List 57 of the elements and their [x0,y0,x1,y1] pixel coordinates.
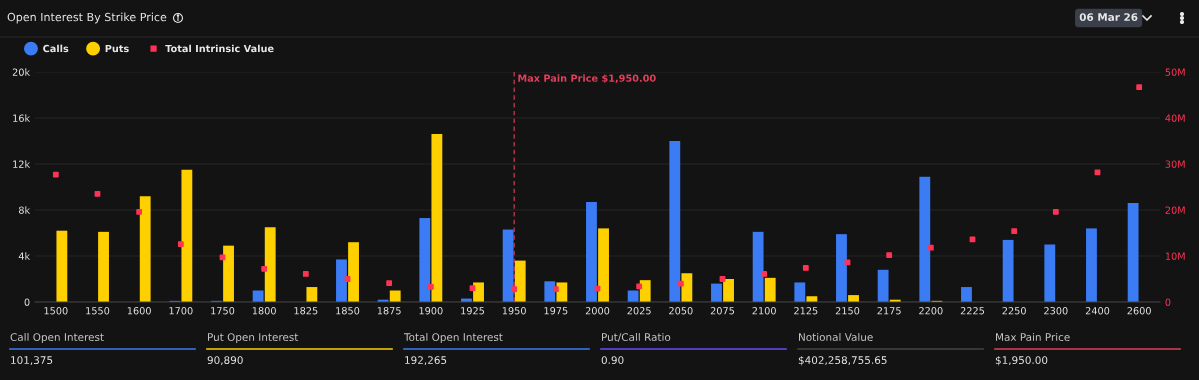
text: 0.90 [601,356,624,365]
x-tick-label: 1925 [461,307,485,315]
text: $1,950.00 [995,355,1048,366]
y2-tick-label: 30M [1165,160,1185,168]
x-tick-label: 2600 [1127,307,1151,315]
text: $402,258,755.65 [798,355,887,366]
x-tick-label: 1500 [44,307,68,315]
x-tick-label: 1750 [211,307,235,315]
y2-tick-label: 40M [1165,114,1185,122]
y2-tick-label: 10M [1165,252,1185,260]
text: 192,265 [405,356,447,366]
text: 90,890 [207,356,243,366]
x-tick-label: 2400 [1085,307,1110,315]
text: 06 Mar 26 [1079,13,1138,22]
x-tick-label: 2150 [835,307,860,315]
y2-tick-label: 0 [1165,298,1171,306]
x-tick-label: 2100 [752,307,776,315]
x-tick-label: 1550 [86,307,110,315]
x-tick-label: 2075 [710,307,735,315]
y-tick-label: 12k [13,160,31,168]
x-tick-label: 1825 [294,307,318,315]
x-tick-label: 1975 [544,307,568,315]
text: Max Pain Price [996,332,1070,342]
x-tick-label: 1900 [419,307,443,315]
x-tick-label: 2000 [585,307,610,315]
y-tick-label: 8k [18,206,31,214]
x-tick-label: 2225 [960,307,985,315]
text: Total Open Interest [403,332,503,344]
x-tick-label: 1950 [502,307,526,315]
y-tick-label: 16k [13,114,31,122]
x-tick-label: 1850 [336,307,360,315]
x-tick-label: 2125 [794,307,818,315]
x-tick-label: 1875 [377,307,401,315]
x-tick-label: 1800 [252,307,276,315]
x-tick-label: 1600 [127,307,151,315]
text: Call Open Interest [10,332,104,344]
x-tick-label: 2175 [877,307,901,315]
legend-label: Calls [43,44,69,53]
x-tick-label: 2200 [919,307,943,315]
x-tick-label: 2025 [627,307,651,315]
text: Put Open Interest [208,333,299,344]
legend-label: Puts [105,44,129,53]
x-tick-label: 2300 [1044,307,1068,315]
y-tick-label: 0 [24,298,30,306]
x-tick-label: 2250 [1002,307,1026,315]
y-tick-label: 20k [12,68,31,76]
text: Put/Call Ratio [602,332,671,342]
y-tick-label: 4k [18,252,31,260]
ref-line-label: Max Pain Price $1,950.00 [518,74,656,84]
x-tick-label: 2050 [669,307,693,315]
text: 101,375 [11,356,53,366]
text: Notional Value [799,332,873,342]
legend-label: Total Intrinsic Value [165,44,274,53]
y2-tick-label: 50M [1165,68,1185,76]
y2-tick-label: 20M [1165,206,1185,214]
x-tick-label: 1700 [169,307,193,315]
chart-title: Open Interest By Strike Price [7,12,167,24]
